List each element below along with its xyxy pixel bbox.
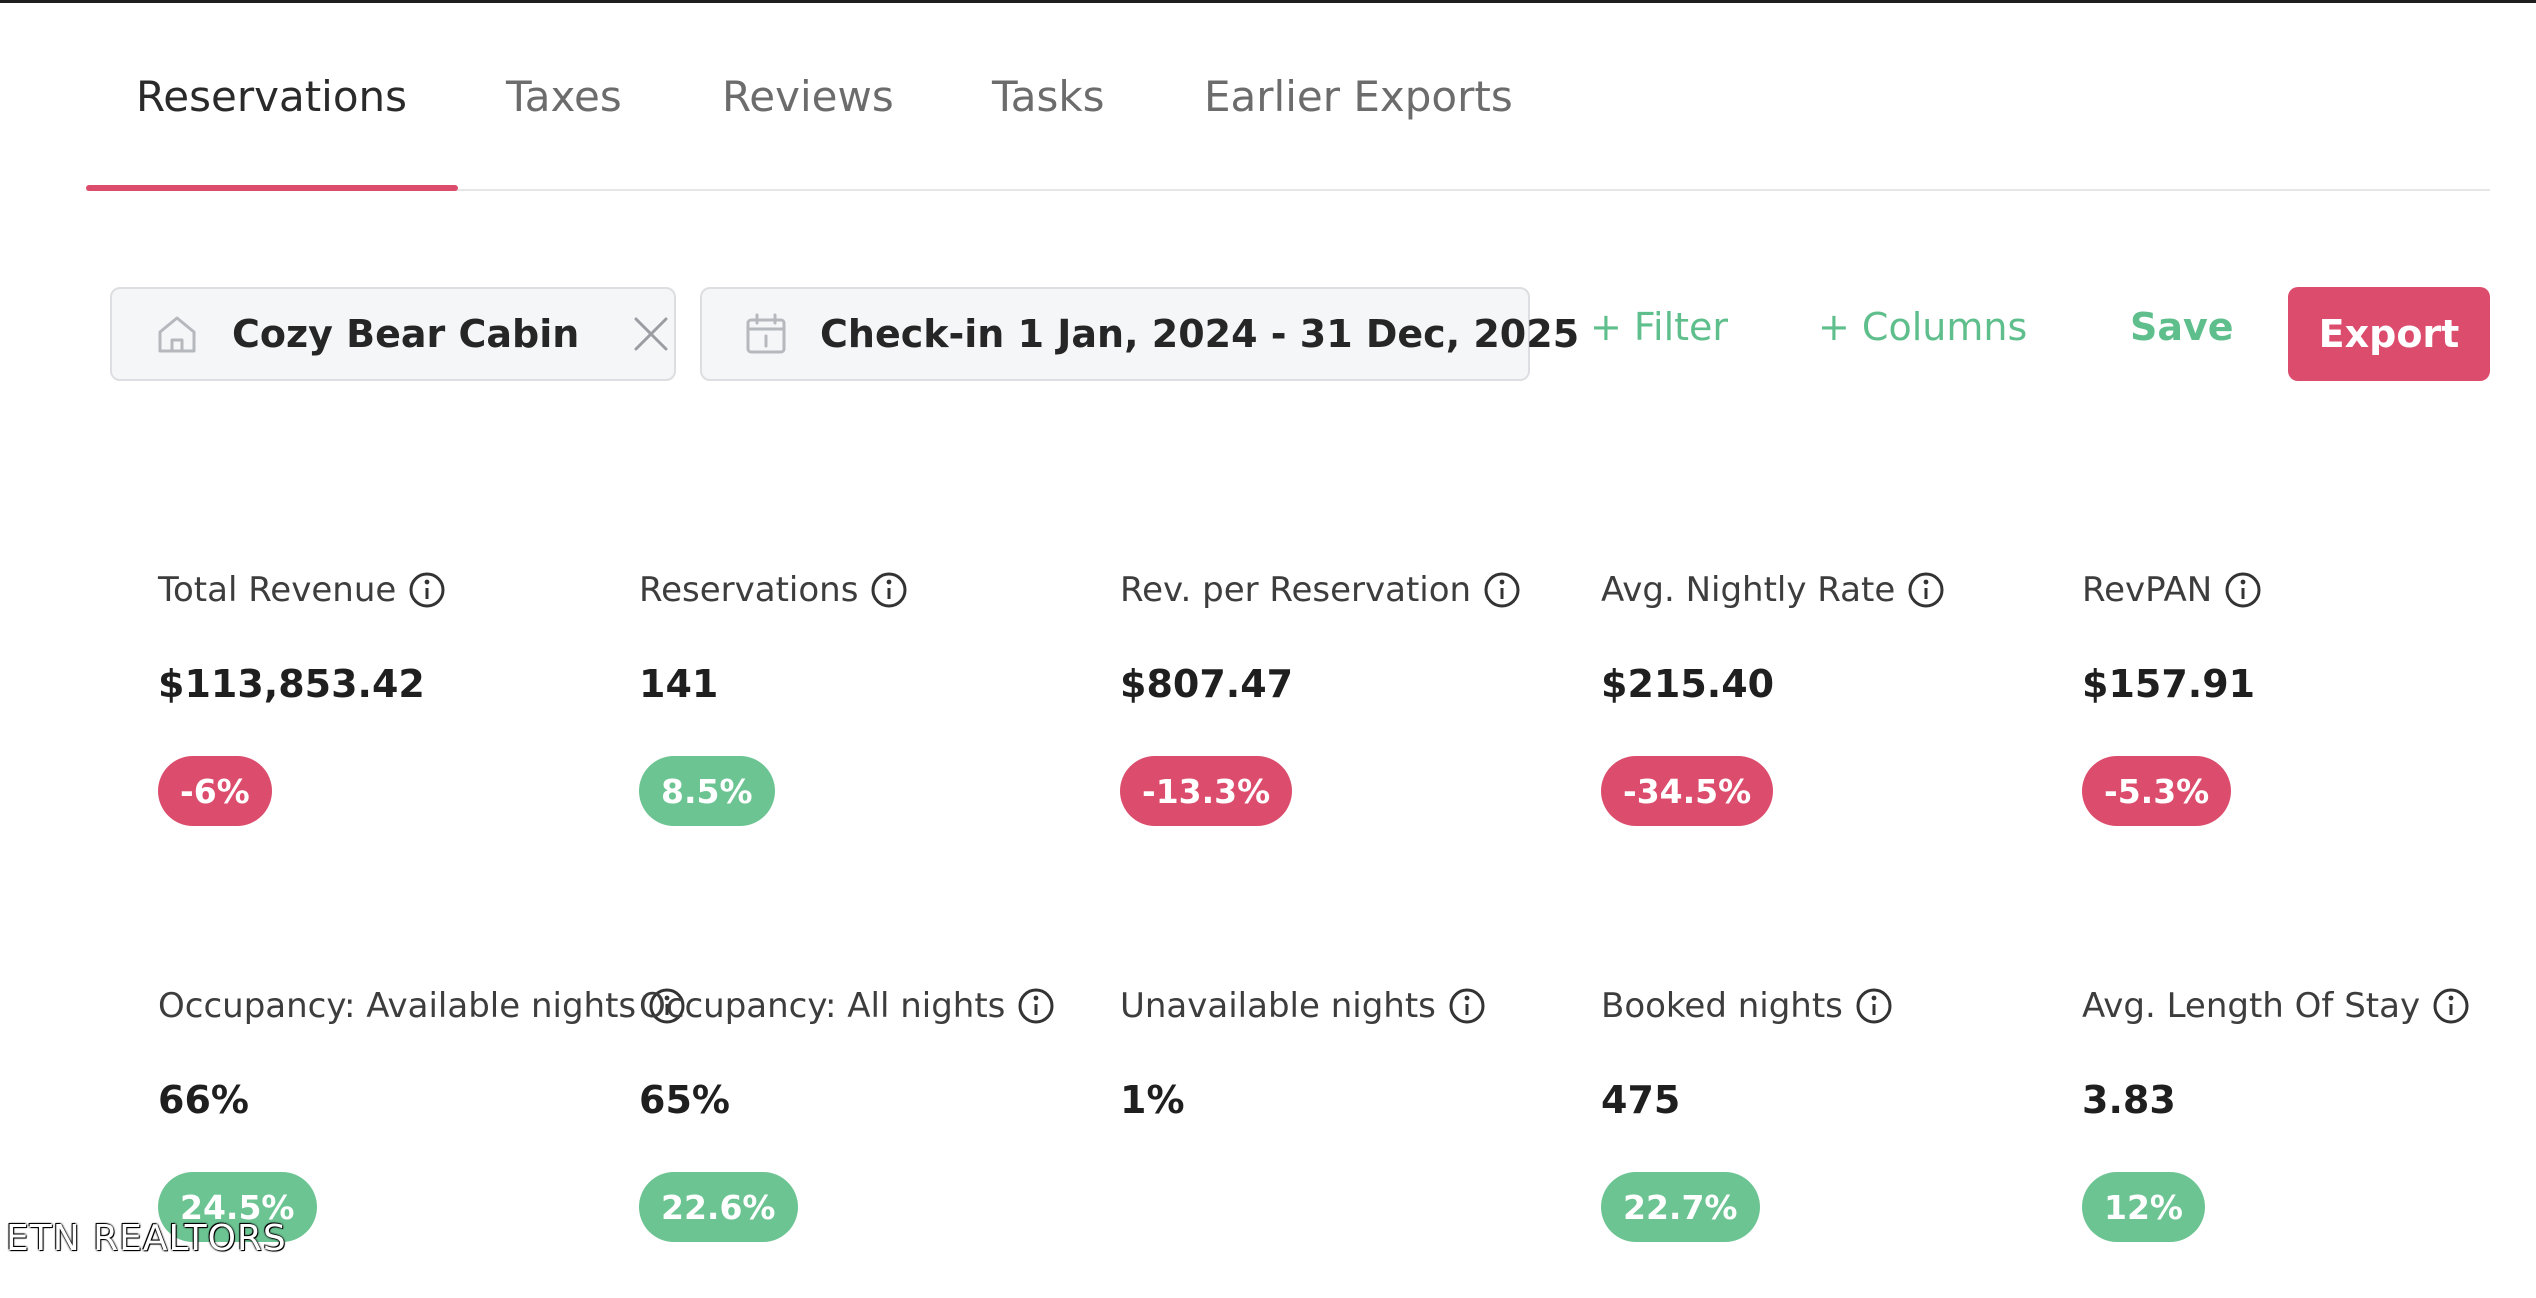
date-range-chip[interactable]: Check-in 1 Jan, 2024 - 31 Dec, 2025 (700, 287, 1579, 381)
metric-value: 475 (1601, 1078, 1681, 1122)
metric-value: $113,853.42 (158, 662, 425, 706)
home-icon (154, 311, 200, 357)
export-button[interactable]: Export (2288, 287, 2490, 381)
change-badge: -13.3% (1120, 756, 1293, 826)
metric-value: 1% (1120, 1078, 1185, 1122)
change-badge: -6% (158, 756, 272, 826)
metric-label: Booked nights (1601, 986, 1893, 1026)
active-tab-indicator (86, 185, 458, 191)
metric-label: Occupancy: All nights (639, 986, 1055, 1026)
metric-label: Rev. per Reservation (1120, 570, 1521, 610)
info-icon[interactable] (2432, 987, 2470, 1025)
info-icon[interactable] (1017, 987, 1055, 1025)
property-filter-chip[interactable]: Cozy Bear Cabin (110, 287, 676, 381)
metric-label: Reservations (639, 570, 908, 610)
tab-taxes[interactable]: Taxes (506, 72, 622, 121)
info-icon[interactable] (870, 571, 908, 609)
metric-label: Occupancy: Available nights (158, 986, 686, 1026)
watermark: ETN REALTORS (6, 1218, 287, 1259)
top-border (0, 0, 2536, 3)
info-icon[interactable] (1483, 571, 1521, 609)
tab-bar: Reservations Taxes Reviews Tasks Earlier… (86, 0, 2490, 191)
add-filter-button[interactable]: + Filter (1590, 305, 1729, 349)
metric-label: Avg. Length Of Stay (2082, 986, 2470, 1026)
property-filter-value: Cozy Bear Cabin (232, 312, 580, 356)
tab-reviews[interactable]: Reviews (722, 72, 894, 121)
change-badge: 22.6% (639, 1172, 798, 1242)
metric-value: $807.47 (1120, 662, 1294, 706)
info-icon[interactable] (648, 987, 686, 1025)
info-icon[interactable] (1855, 987, 1893, 1025)
change-badge: 24.5% (158, 1172, 317, 1242)
info-icon[interactable] (408, 571, 446, 609)
close-icon[interactable] (631, 314, 671, 354)
metric-label: Total Revenue (158, 570, 446, 610)
info-icon[interactable] (1907, 571, 1945, 609)
change-badge: -5.3% (2082, 756, 2232, 826)
tab-earlier-exports[interactable]: Earlier Exports (1204, 72, 1513, 121)
info-icon[interactable] (2224, 571, 2262, 609)
metric-label: RevPAN (2082, 570, 2262, 610)
calendar-icon (744, 311, 788, 357)
metric-value: 141 (639, 662, 719, 706)
info-icon[interactable] (1448, 987, 1486, 1025)
metric-value: 65% (639, 1078, 730, 1122)
metric-value: $215.40 (1601, 662, 1775, 706)
add-columns-button[interactable]: + Columns (1818, 305, 2028, 349)
tab-reservations[interactable]: Reservations (136, 72, 408, 121)
metric-value: 66% (158, 1078, 249, 1122)
save-button[interactable]: Save (2130, 305, 2234, 349)
metric-label: Avg. Nightly Rate (1601, 570, 1945, 610)
metric-value: $157.91 (2082, 662, 2256, 706)
date-range-value: Check-in 1 Jan, 2024 - 31 Dec, 2025 (820, 312, 1580, 356)
change-badge: 12% (2082, 1172, 2205, 1242)
change-badge: 8.5% (639, 756, 775, 826)
metric-label: Unavailable nights (1120, 986, 1486, 1026)
change-badge: -34.5% (1601, 756, 1774, 826)
tab-tasks[interactable]: Tasks (992, 72, 1105, 121)
metric-value: 3.83 (2082, 1078, 2176, 1122)
change-badge: 22.7% (1601, 1172, 1760, 1242)
